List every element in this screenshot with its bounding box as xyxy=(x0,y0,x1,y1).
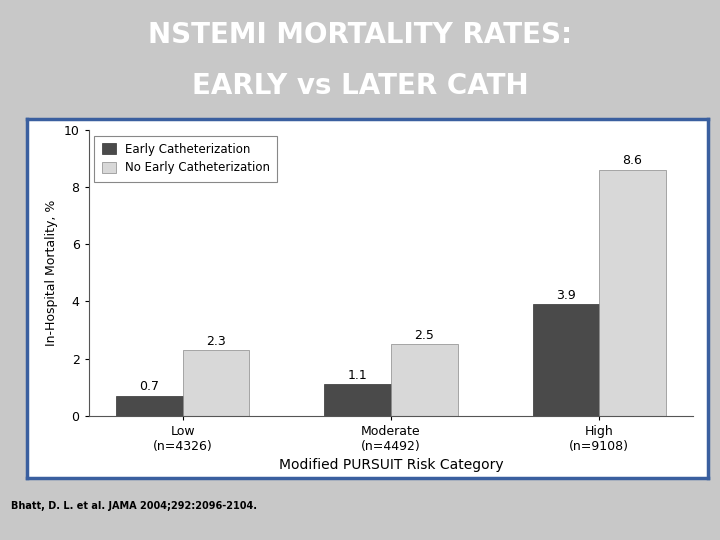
Text: 3.9: 3.9 xyxy=(556,289,576,302)
Bar xyxy=(183,350,249,416)
Bar xyxy=(533,304,599,416)
Bar xyxy=(391,345,458,416)
Text: EARLY vs LATER CATH: EARLY vs LATER CATH xyxy=(192,72,528,100)
Text: 2.3: 2.3 xyxy=(206,335,226,348)
Text: 1.1: 1.1 xyxy=(348,369,367,382)
Bar xyxy=(116,396,183,416)
Text: Bhatt, D. L. et al. JAMA 2004;292:2096-2104.: Bhatt, D. L. et al. JAMA 2004;292:2096-2… xyxy=(11,501,257,511)
Text: 8.6: 8.6 xyxy=(623,154,642,167)
Text: NSTEMI MORTALITY RATES:: NSTEMI MORTALITY RATES: xyxy=(148,22,572,50)
Bar xyxy=(599,170,666,416)
Text: 0.7: 0.7 xyxy=(140,381,159,394)
Text: 2.5: 2.5 xyxy=(414,329,434,342)
Y-axis label: In-Hospital Mortality, %: In-Hospital Mortality, % xyxy=(45,199,58,346)
Legend: Early Catheterization, No Early Catheterization: Early Catheterization, No Early Catheter… xyxy=(94,136,277,181)
X-axis label: Modified PURSUIT Risk Category: Modified PURSUIT Risk Category xyxy=(279,458,503,472)
Bar xyxy=(324,384,391,416)
